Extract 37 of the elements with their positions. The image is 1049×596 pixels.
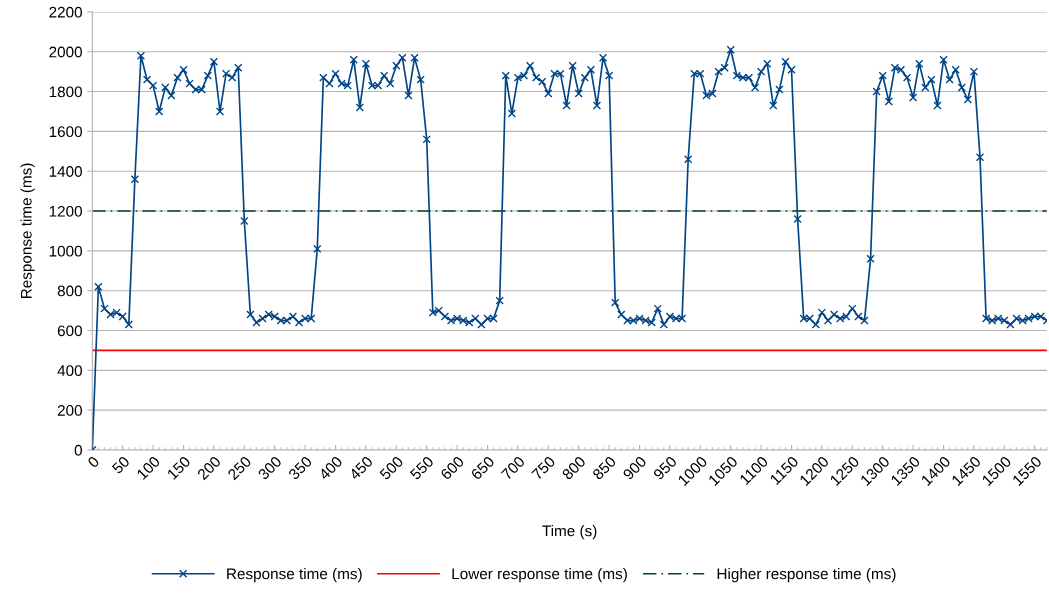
legend-label: Response time (ms) — [227, 568, 362, 583]
legend-label: Higher response time (ms) — [717, 568, 896, 583]
y-tick-label: 1600 — [49, 126, 82, 138]
y-axis-title: Response time (ms) — [20, 163, 35, 299]
x-tick-label: 700 — [500, 455, 526, 481]
x-tick-label: 850 — [591, 455, 617, 481]
x-tick-label: 300 — [257, 455, 283, 481]
x-tick-label: 250 — [227, 455, 252, 481]
y-tick-label: 600 — [57, 325, 82, 337]
y-tick-label: 0 — [74, 444, 82, 456]
y-tick-label: 1000 — [49, 245, 82, 257]
x-tick-label: 500 — [379, 455, 404, 481]
y-tick-label: 1400 — [49, 166, 82, 177]
y-tick-label: 1200 — [49, 205, 82, 217]
x-tick-label: 200 — [196, 455, 222, 481]
x-tick-label: 650 — [470, 455, 496, 481]
x-tick-label: 750 — [531, 455, 556, 481]
x-axis-title: Time (s) — [542, 525, 597, 540]
x-tick-label: 350 — [287, 455, 313, 481]
x-tick-label: 550 — [409, 455, 435, 481]
x-tick-label: 900 — [622, 455, 648, 481]
x-tick-label: 0 — [87, 455, 100, 469]
y-tick-label: 200 — [57, 405, 82, 416]
legend-label: Lower response time (ms) — [452, 568, 627, 583]
y-tick-label: 400 — [57, 365, 82, 377]
x-tick-label: 450 — [348, 455, 374, 481]
y-tick-label: 2200 — [49, 6, 82, 18]
x-tick-label: 950 — [652, 455, 678, 481]
x-tick-label: 100 — [136, 455, 161, 480]
y-tick-label: 800 — [57, 285, 82, 297]
x-tick-label: 800 — [561, 455, 587, 481]
x-tick-label: 400 — [318, 455, 344, 481]
y-tick-label: 2000 — [49, 46, 82, 58]
x-tick-label: 150 — [166, 455, 192, 480]
x-tick-label: 600 — [439, 455, 465, 481]
x-tick-label: 50 — [111, 455, 131, 475]
y-tick-label: 1800 — [49, 86, 82, 98]
